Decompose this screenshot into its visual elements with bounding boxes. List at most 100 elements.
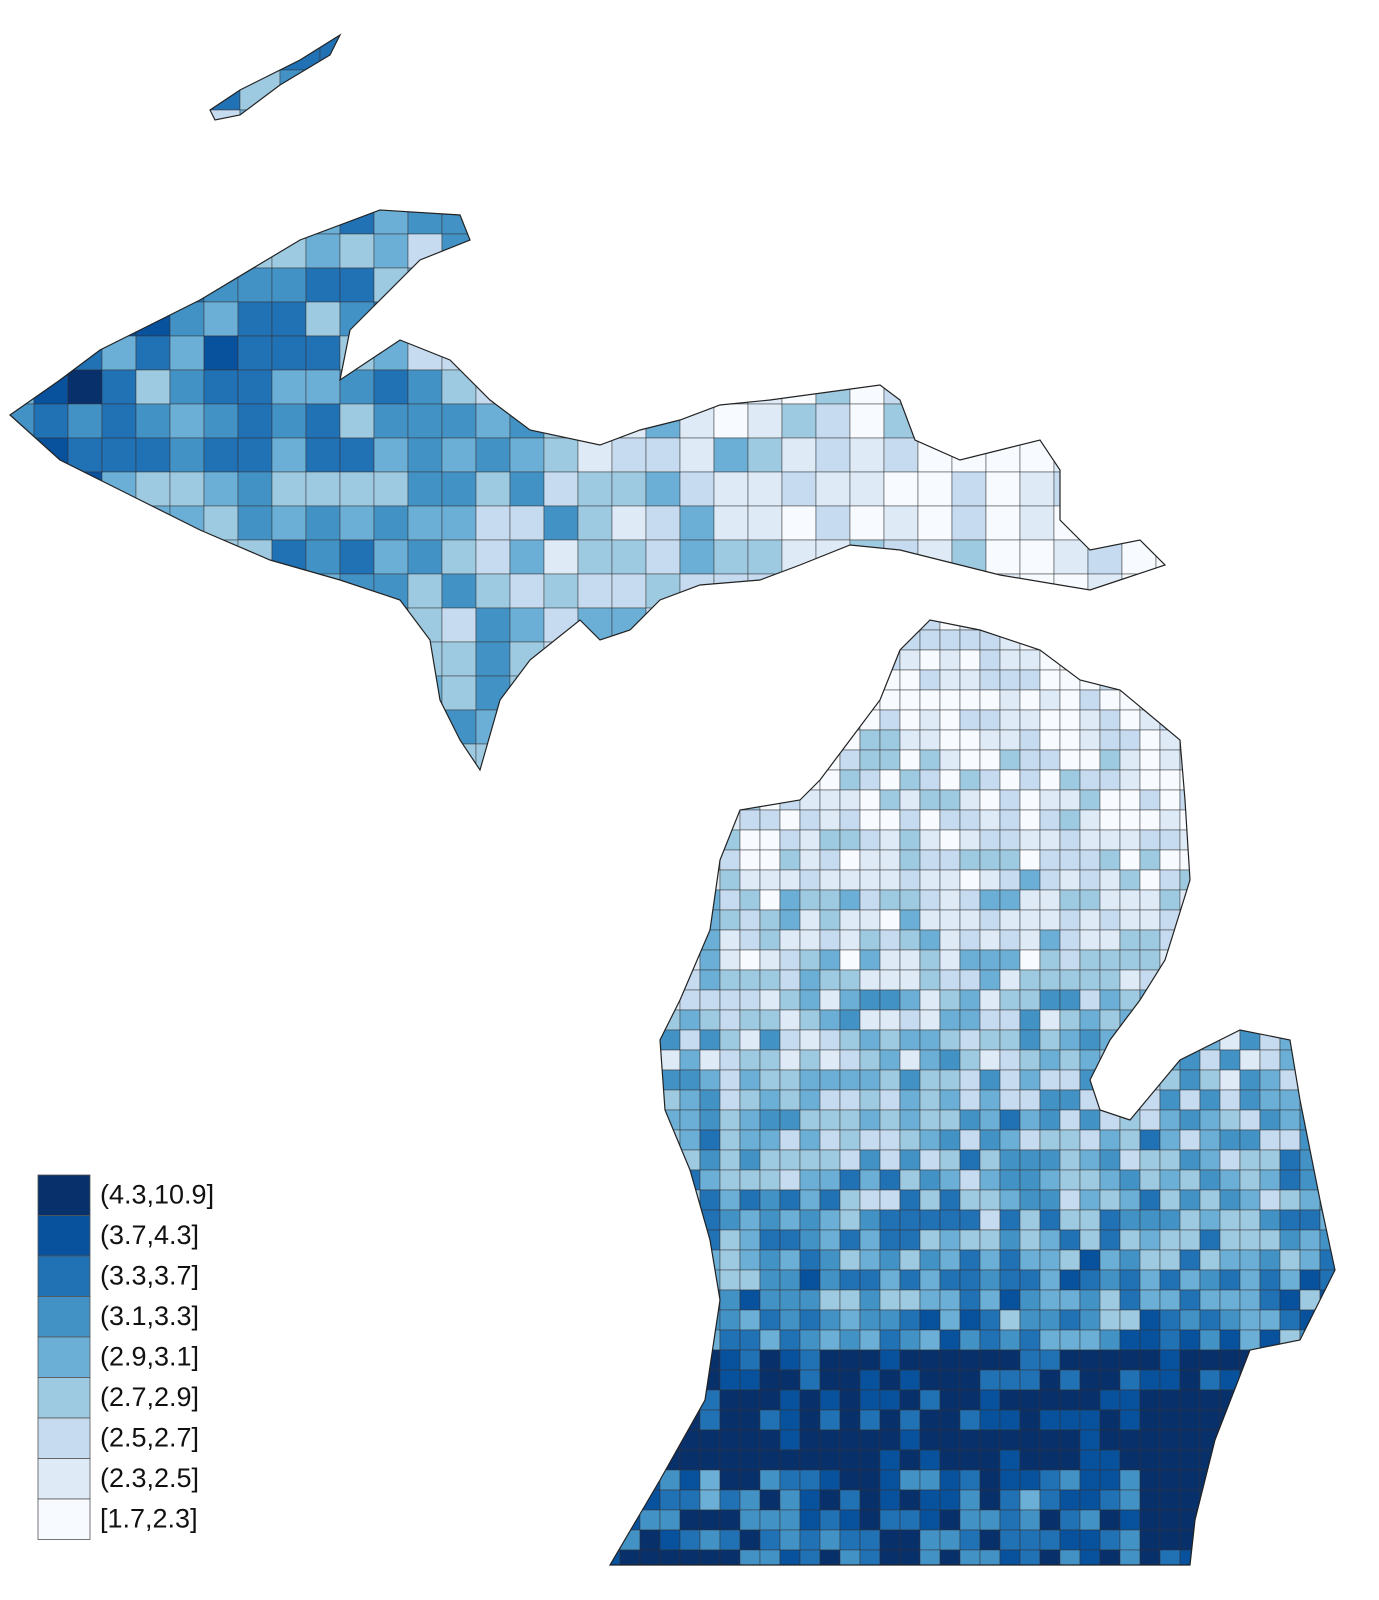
region xyxy=(639,849,661,871)
region xyxy=(1119,1149,1141,1171)
region xyxy=(1119,1169,1141,1191)
region xyxy=(839,1089,861,1111)
region xyxy=(799,1289,821,1311)
region xyxy=(1239,1049,1261,1071)
region xyxy=(101,301,137,337)
region xyxy=(237,369,273,405)
region xyxy=(1259,729,1281,751)
region xyxy=(101,505,137,541)
region xyxy=(899,620,921,631)
region xyxy=(1087,403,1123,439)
region xyxy=(1099,1489,1121,1511)
region xyxy=(305,641,341,677)
region xyxy=(959,1269,981,1291)
region xyxy=(305,233,341,269)
region xyxy=(1059,1329,1081,1351)
region xyxy=(10,573,35,609)
region xyxy=(919,1209,941,1231)
region xyxy=(1019,749,1041,771)
region xyxy=(271,210,307,235)
region xyxy=(815,471,851,507)
region xyxy=(959,789,981,811)
region xyxy=(1159,1309,1181,1331)
region xyxy=(781,369,817,405)
region xyxy=(699,1249,721,1271)
region xyxy=(819,1469,841,1491)
region xyxy=(619,1409,641,1431)
region xyxy=(979,1369,1001,1391)
region xyxy=(919,1549,941,1565)
region xyxy=(879,1329,901,1351)
region xyxy=(859,869,881,891)
region xyxy=(779,669,801,691)
region xyxy=(819,1089,841,1111)
region xyxy=(799,1329,821,1351)
region xyxy=(639,1009,661,1031)
region xyxy=(1039,1289,1061,1311)
region xyxy=(1139,1169,1161,1191)
region xyxy=(1319,1409,1335,1431)
region xyxy=(1219,629,1241,651)
region xyxy=(1219,969,1241,991)
region xyxy=(879,1169,901,1191)
region xyxy=(610,829,621,851)
region xyxy=(819,1549,841,1565)
region xyxy=(1199,1149,1221,1171)
region xyxy=(619,1089,641,1111)
region xyxy=(1099,1469,1121,1491)
region xyxy=(639,1269,661,1291)
region xyxy=(1059,869,1081,891)
region xyxy=(577,233,613,269)
region xyxy=(1079,1469,1101,1491)
region xyxy=(1319,989,1335,1011)
region xyxy=(1199,889,1221,911)
region xyxy=(1279,1049,1301,1071)
region xyxy=(899,1549,921,1565)
region xyxy=(1059,1349,1081,1371)
region xyxy=(1279,1269,1301,1291)
region xyxy=(639,1129,661,1151)
region xyxy=(799,1129,821,1151)
region xyxy=(1059,1429,1081,1451)
region xyxy=(1039,1329,1061,1351)
region xyxy=(1059,709,1081,731)
region xyxy=(639,1309,661,1331)
region xyxy=(543,301,579,337)
region xyxy=(1319,909,1335,931)
region xyxy=(1279,620,1301,631)
region xyxy=(1179,689,1201,711)
region xyxy=(1039,929,1061,951)
region xyxy=(1119,769,1141,791)
region xyxy=(509,437,545,473)
region xyxy=(1259,1469,1281,1491)
region xyxy=(203,403,239,439)
region xyxy=(475,641,511,677)
region xyxy=(819,1149,841,1171)
region xyxy=(476,778,510,812)
region xyxy=(739,1189,761,1211)
region xyxy=(279,109,321,120)
region xyxy=(610,1169,621,1191)
region xyxy=(699,809,721,831)
region xyxy=(719,1129,741,1151)
region xyxy=(10,335,35,371)
region xyxy=(509,641,545,677)
region xyxy=(1019,1289,1041,1311)
region xyxy=(67,573,103,609)
region xyxy=(979,1069,1001,1091)
region xyxy=(1099,1529,1121,1551)
region xyxy=(679,1069,701,1091)
region xyxy=(610,1289,621,1311)
region xyxy=(747,233,783,269)
region xyxy=(713,437,749,473)
region xyxy=(1179,1229,1201,1251)
region xyxy=(759,889,781,911)
region xyxy=(739,1029,761,1051)
region xyxy=(979,849,1001,871)
region xyxy=(1299,709,1321,731)
region xyxy=(639,1469,661,1491)
region xyxy=(719,949,741,971)
region xyxy=(1079,769,1101,791)
region xyxy=(939,1209,961,1231)
region xyxy=(543,573,579,609)
